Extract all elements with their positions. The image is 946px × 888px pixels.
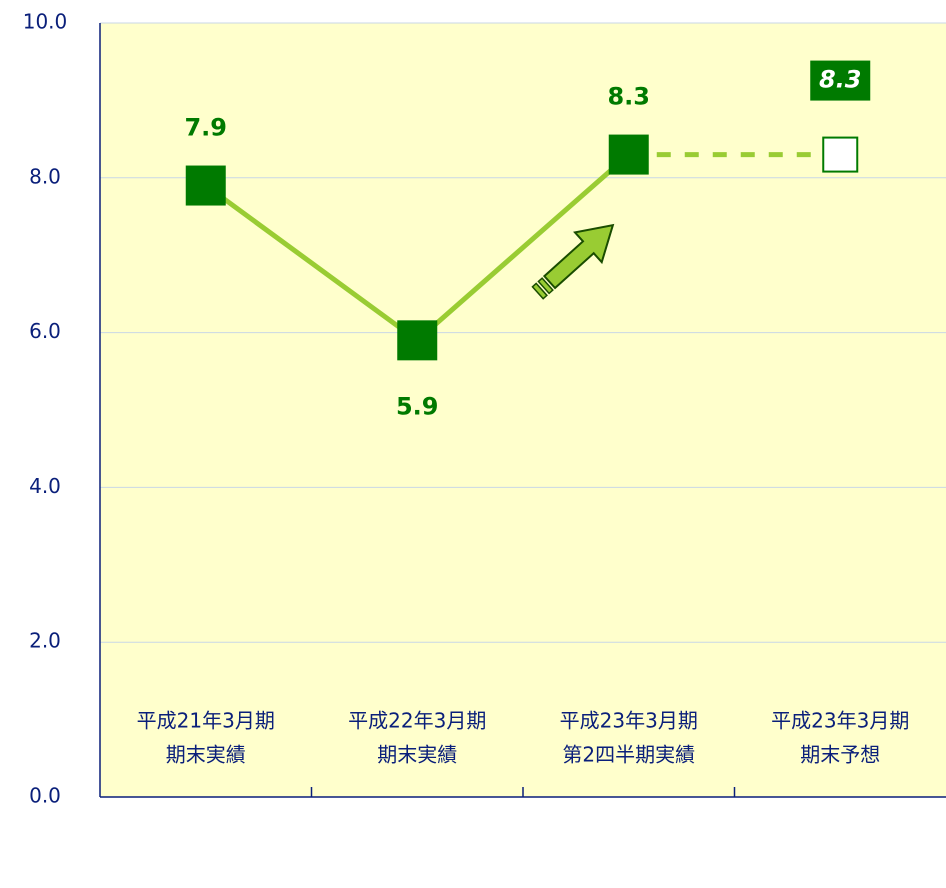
plot-area	[100, 23, 946, 797]
x-tick-label: 平成23年3月期	[560, 709, 698, 733]
x-tick-label: 平成23年3月期	[771, 709, 909, 733]
y-tick-label: 4.0	[29, 474, 61, 498]
marker	[822, 136, 859, 173]
x-tick-label: 期末実績	[377, 743, 457, 767]
y-tick-label: 2.0	[29, 629, 61, 653]
x-tick-label: 平成22年3月期	[348, 709, 486, 733]
y-tick-label: 6.0	[29, 319, 61, 343]
marker	[185, 165, 226, 206]
data-label: 7.9	[184, 114, 227, 142]
x-tick-label: 期末予想	[800, 743, 880, 767]
y-tick-label: 10.0	[23, 10, 68, 34]
x-tick-label: 平成21年3月期	[137, 709, 275, 733]
marker	[397, 320, 438, 361]
marker	[608, 134, 649, 175]
y-tick-label: 0.0	[29, 784, 61, 808]
y-tick-label: 8.0	[29, 164, 61, 188]
x-tick-label: 期末実績	[166, 743, 246, 767]
data-label: 5.9	[396, 392, 439, 420]
x-tick-label: 第2四半期実績	[562, 743, 695, 767]
data-label: 8.3	[607, 83, 650, 111]
data-label: 8.3	[819, 66, 862, 94]
trend-arrow	[531, 223, 615, 300]
label-box	[810, 60, 871, 101]
